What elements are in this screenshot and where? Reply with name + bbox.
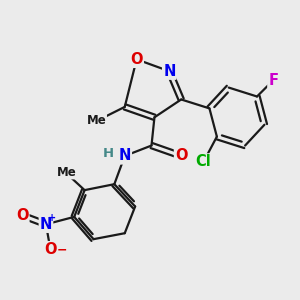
Text: Me: Me	[87, 114, 106, 127]
Text: O: O	[130, 52, 143, 67]
Text: Cl: Cl	[196, 154, 211, 169]
Text: N: N	[40, 217, 52, 232]
Text: N: N	[163, 64, 176, 79]
Text: O: O	[16, 208, 28, 223]
Text: −: −	[56, 244, 67, 257]
Text: +: +	[48, 213, 57, 224]
Text: F: F	[268, 73, 278, 88]
Text: O: O	[175, 148, 188, 164]
Text: H: H	[103, 147, 114, 160]
Text: N: N	[118, 148, 131, 164]
Text: O: O	[44, 242, 57, 257]
Text: Me: Me	[57, 166, 77, 179]
